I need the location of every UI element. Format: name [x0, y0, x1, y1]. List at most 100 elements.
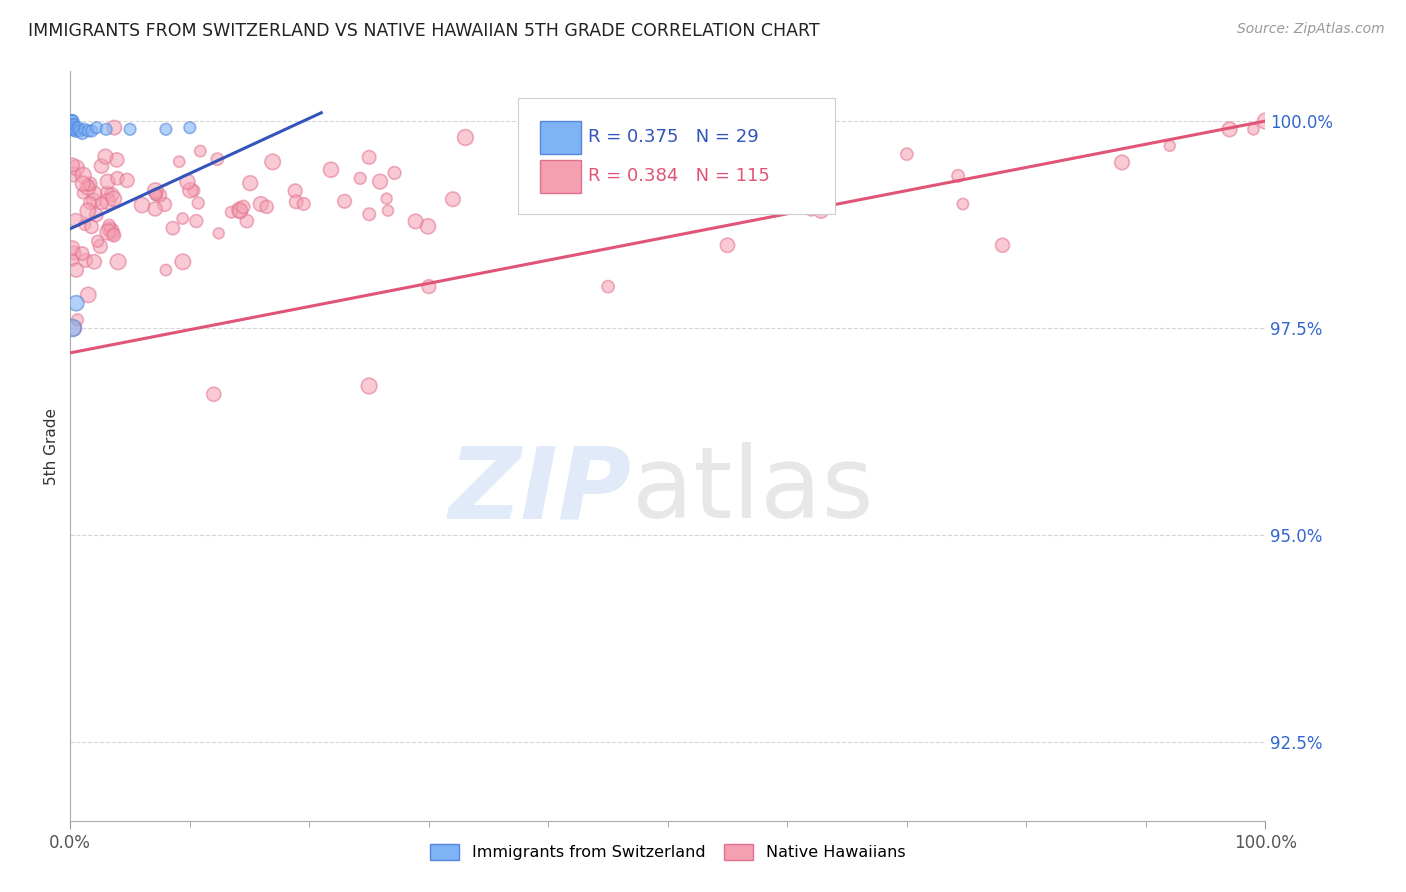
Point — [815, 172, 838, 186]
Point — [149, 188, 172, 202]
Point — [62, 167, 84, 181]
Point — [773, 153, 796, 167]
Point — [65, 124, 87, 138]
Text: IMMIGRANTS FROM SWITZERLAND VS NATIVE HAWAIIAN 5TH GRADE CORRELATION CHART: IMMIGRANTS FROM SWITZERLAND VS NATIVE HA… — [28, 22, 820, 40]
Point — [188, 144, 211, 158]
Point — [598, 279, 620, 293]
Point — [103, 227, 125, 242]
Point — [285, 194, 308, 209]
Text: R = 0.375   N = 29: R = 0.375 N = 29 — [588, 128, 758, 146]
Point — [59, 114, 82, 128]
Point — [292, 197, 315, 211]
Point — [153, 197, 176, 211]
Point — [65, 263, 87, 277]
Point — [60, 114, 83, 128]
Point — [384, 166, 406, 180]
Point — [107, 171, 129, 186]
Point — [284, 184, 307, 198]
FancyBboxPatch shape — [519, 97, 835, 214]
Point — [179, 183, 201, 197]
Point — [588, 167, 610, 181]
Point — [377, 203, 399, 218]
Point — [65, 296, 87, 310]
FancyBboxPatch shape — [540, 120, 581, 153]
Point — [101, 224, 124, 238]
Point — [84, 208, 107, 222]
Point — [96, 122, 117, 136]
Point — [77, 180, 100, 194]
Point — [359, 379, 381, 393]
Point — [145, 187, 167, 202]
Point — [72, 168, 94, 182]
Point — [991, 238, 1014, 252]
Point — [62, 321, 84, 335]
Point — [65, 161, 87, 175]
Point — [80, 124, 103, 138]
Point — [172, 211, 194, 226]
Legend: Immigrants from Switzerland, Native Hawaiians: Immigrants from Switzerland, Native Hawa… — [423, 838, 912, 867]
Point — [77, 178, 100, 193]
Point — [73, 218, 96, 232]
Point — [176, 175, 198, 189]
Point — [145, 184, 167, 198]
Point — [1159, 139, 1181, 153]
Point — [83, 254, 105, 268]
Point — [131, 198, 153, 212]
Point — [89, 239, 111, 253]
Point — [167, 154, 190, 169]
Point — [62, 118, 84, 132]
Point — [183, 184, 205, 198]
Point — [107, 254, 129, 268]
Point — [62, 241, 84, 255]
Point — [375, 192, 398, 206]
Point — [62, 122, 84, 136]
Point — [77, 288, 100, 302]
FancyBboxPatch shape — [540, 160, 581, 193]
Point — [60, 118, 83, 132]
Point — [120, 122, 141, 136]
Point — [66, 312, 89, 326]
Point — [186, 214, 208, 228]
Point — [717, 172, 740, 186]
Point — [98, 219, 121, 233]
Point — [319, 162, 342, 177]
Point — [228, 202, 250, 217]
Point — [66, 122, 89, 136]
Point — [416, 219, 439, 234]
Point — [359, 207, 381, 221]
Point — [94, 150, 117, 164]
Point — [63, 122, 86, 136]
Point — [187, 196, 209, 211]
Point — [96, 186, 118, 200]
Point — [60, 114, 83, 128]
Point — [63, 245, 86, 260]
Point — [75, 253, 97, 268]
Point — [62, 158, 84, 172]
Point — [250, 197, 273, 211]
Point — [90, 196, 112, 211]
Point — [65, 213, 87, 227]
Point — [60, 118, 83, 132]
Point — [236, 214, 259, 228]
Point — [69, 124, 91, 138]
Point — [262, 155, 284, 169]
Point — [162, 221, 184, 235]
Point — [63, 118, 86, 132]
Point — [952, 197, 974, 211]
Point — [63, 120, 86, 135]
Point — [70, 127, 93, 141]
Point — [600, 198, 623, 212]
Point — [72, 177, 94, 191]
Point — [145, 187, 167, 202]
Point — [441, 192, 464, 206]
Point — [63, 321, 86, 335]
Point — [418, 279, 440, 293]
Point — [810, 203, 832, 218]
Point — [105, 153, 128, 167]
Point — [98, 222, 121, 236]
Point — [333, 194, 356, 209]
Point — [80, 219, 103, 234]
Point — [454, 130, 477, 145]
Point — [77, 124, 100, 138]
Point — [67, 120, 90, 135]
